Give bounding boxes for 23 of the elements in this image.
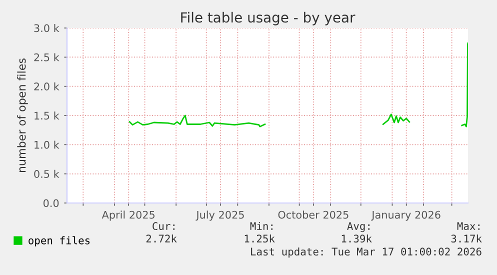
y-tick-label: 0.5 k: [34, 170, 60, 178]
y-tick-label: 1.0 k: [34, 140, 60, 149]
x-tick-label: April 2025: [102, 210, 155, 221]
legend-label: open files: [28, 236, 90, 246]
y-axis-title: number of open files: [17, 58, 28, 172]
y-tick-label: 0.0: [43, 199, 59, 208]
y-tick-label: 2.5 k: [34, 53, 60, 62]
text: Last update: Tue Mar 17 01:00:02 2026: [251, 247, 482, 258]
y-tick-label: 1.5 k: [34, 112, 60, 120]
text: Avg:: [347, 222, 370, 232]
text: 2.72k: [146, 234, 177, 242]
y-tick-label: 2.0 k: [34, 82, 60, 90]
text: Max:: [457, 222, 480, 230]
text: Cur:: [152, 222, 174, 230]
x-tick-label: January 2026: [371, 210, 440, 221]
x-tick-label: July 2025: [196, 210, 244, 221]
text: 3.17k: [451, 234, 482, 243]
x-tick-label: October 2025: [278, 210, 348, 219]
y-tick-label: 3.0 k: [34, 24, 60, 32]
chart-title: File table usage - by year: [181, 12, 356, 26]
text: 1.39k: [342, 234, 372, 243]
text: 1.25k: [244, 234, 275, 243]
text: Min:: [250, 222, 272, 230]
